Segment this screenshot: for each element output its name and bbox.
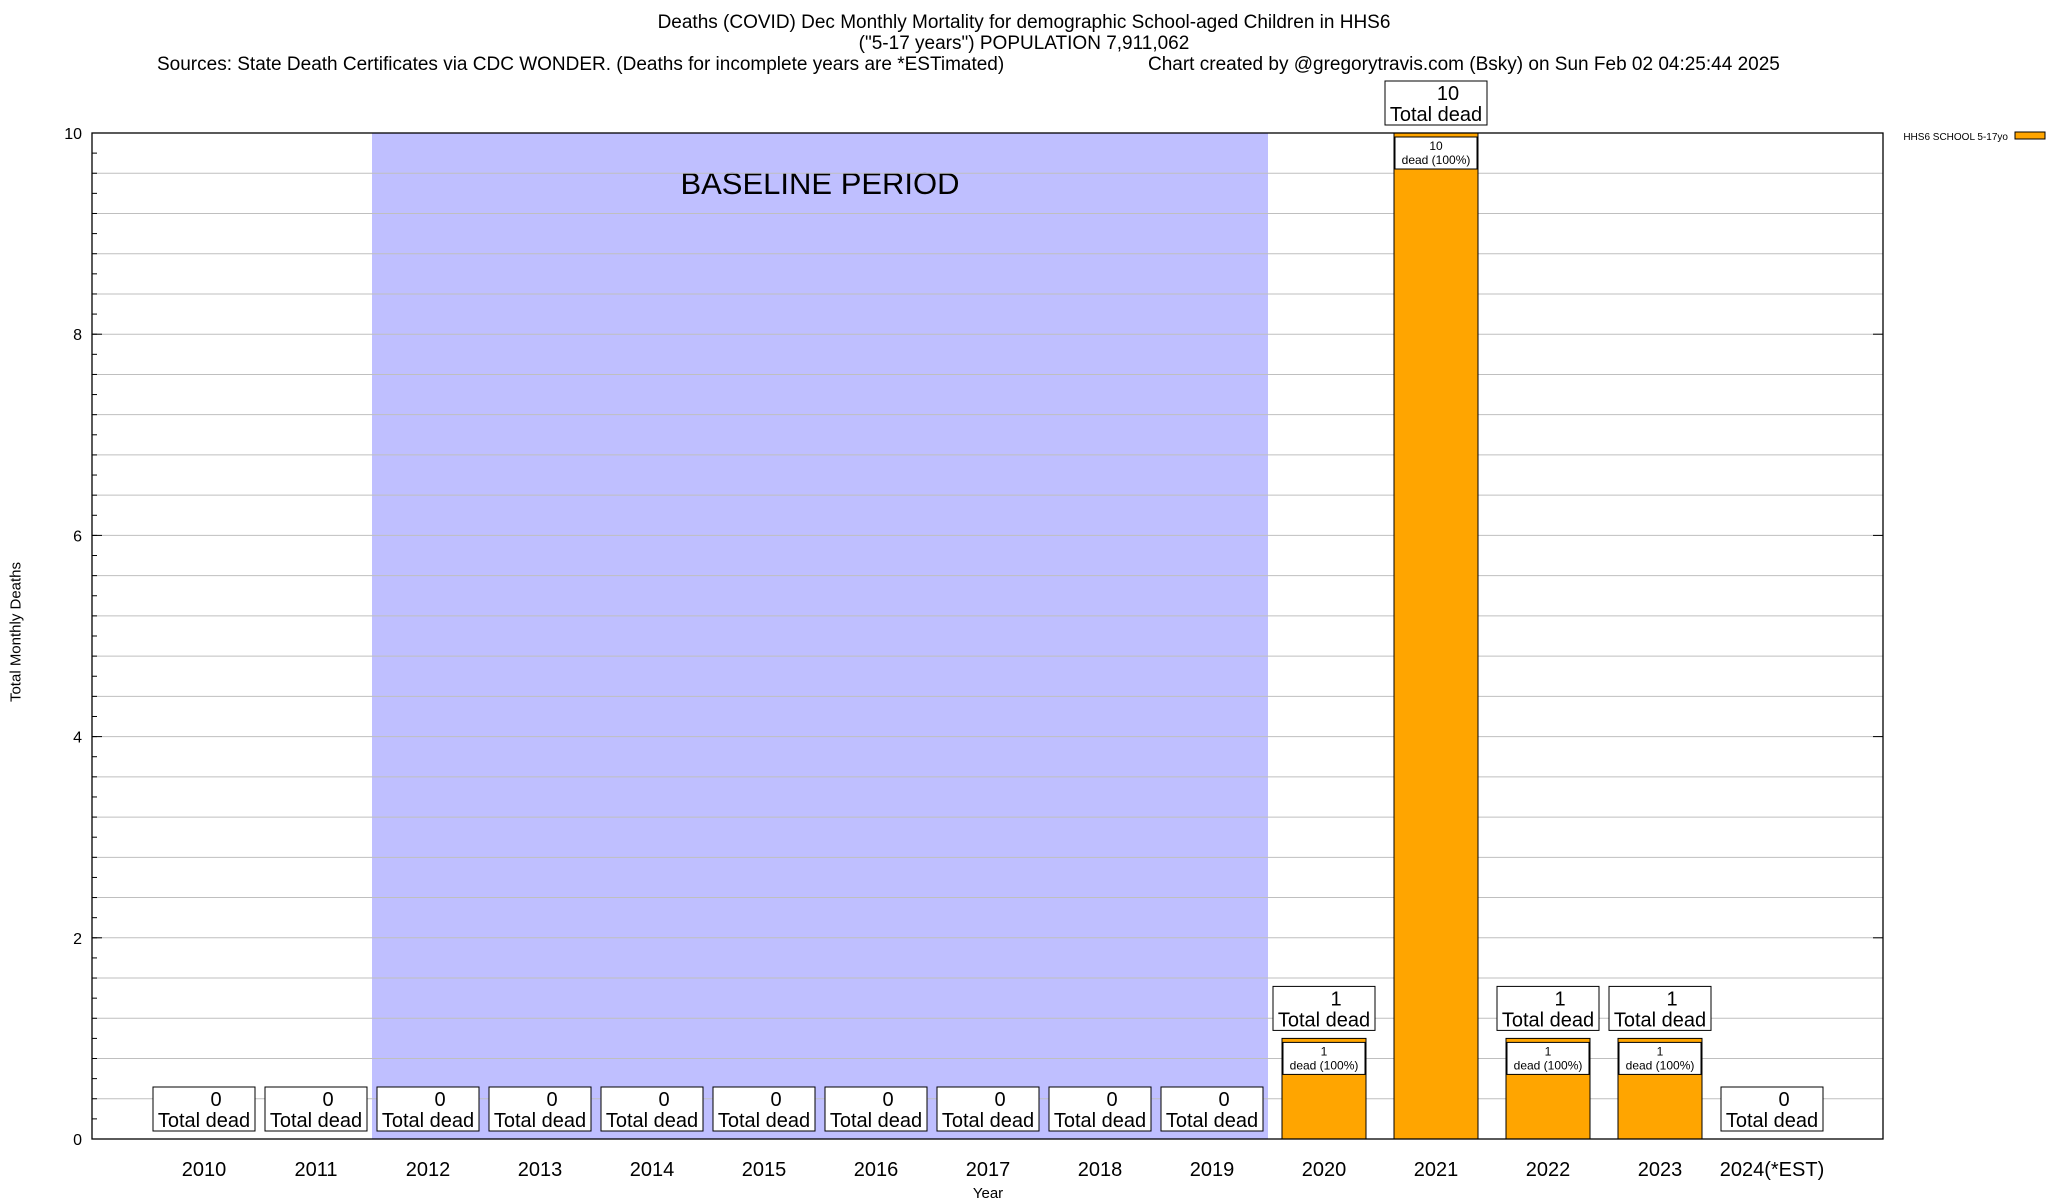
total-value: 0	[1218, 1089, 1229, 1111]
total-box	[824, 1086, 928, 1132]
bar-inner-label: dead (100%)	[1402, 153, 1471, 167]
bar-inner-label: dead (100%)	[1514, 1058, 1583, 1072]
total-text: Total dead	[830, 1110, 922, 1132]
y-tick-label: 8	[73, 327, 82, 344]
total-box	[712, 1086, 816, 1132]
baseline-label: BASELINE PERIOD	[680, 166, 959, 201]
total-text: Total dead	[718, 1110, 810, 1132]
total-value: 0	[434, 1089, 445, 1111]
total-text: Total dead	[158, 1110, 250, 1132]
total-text: Total dead	[1502, 1009, 1594, 1031]
x-tick-label: 2022	[1526, 1159, 1571, 1181]
x-tick-label: 2011	[294, 1159, 337, 1181]
x-tick-label: 2023	[1638, 1159, 1683, 1181]
total-text: Total dead	[494, 1110, 586, 1132]
legend-swatch	[2014, 131, 2046, 140]
y-tick-label: 2	[73, 931, 82, 948]
total-value: 0	[882, 1089, 893, 1111]
total-text: Total dead	[1054, 1110, 1146, 1132]
total-box	[488, 1086, 592, 1132]
total-value: 1	[1666, 988, 1677, 1010]
total-box	[376, 1086, 480, 1132]
x-tick-label: 2020	[1302, 1159, 1347, 1181]
chart-title-line2: ("5-17 years") POPULATION 7,911,062	[858, 33, 1190, 54]
total-box	[936, 1086, 1040, 1132]
total-value: 1	[1554, 988, 1565, 1010]
x-tick-label: 2014	[630, 1159, 675, 1181]
total-text: Total dead	[270, 1110, 362, 1132]
legend-label: HHS6 SCHOOL 5-17yo	[1903, 132, 2008, 143]
total-box	[1608, 985, 1712, 1031]
bar-inner-label: 1	[1545, 1044, 1552, 1058]
x-tick-label: 2018	[1078, 1159, 1123, 1181]
y-tick-label: 6	[73, 528, 82, 545]
x-tick-label: 2019	[1190, 1159, 1235, 1181]
x-tick-label: 2017	[966, 1159, 1011, 1181]
bar-inner-label-box	[1618, 1041, 1702, 1075]
x-tick-label: 2021	[1414, 1159, 1459, 1181]
bar-inner-label: 1	[1321, 1044, 1328, 1058]
total-box	[1048, 1086, 1152, 1132]
y-tick-label: 4	[73, 730, 82, 747]
total-text: Total dead	[942, 1110, 1034, 1132]
bar-2021	[1393, 132, 1479, 1140]
bar-inner-label: 10	[1429, 139, 1443, 153]
total-box	[1496, 985, 1600, 1031]
x-tick-label: 2013	[518, 1159, 563, 1181]
total-value: 0	[210, 1089, 221, 1111]
total-value: 10	[1437, 83, 1459, 105]
total-box	[1272, 985, 1376, 1031]
bar-inner-label-box	[1282, 1041, 1366, 1075]
baseline-band	[372, 133, 1268, 1139]
total-text: Total dead	[1390, 104, 1482, 126]
total-value: 0	[322, 1089, 333, 1111]
bar-inner-label: dead (100%)	[1626, 1058, 1695, 1072]
total-box	[264, 1086, 368, 1132]
x-tick-label: 2012	[406, 1159, 451, 1181]
total-value: 0	[658, 1089, 669, 1111]
x-tick-label: 2010	[182, 1159, 227, 1181]
bar-inner-label-box	[1394, 136, 1478, 170]
y-tick-label: 0	[73, 1132, 82, 1149]
total-value: 1	[1330, 988, 1341, 1010]
total-box	[1384, 80, 1488, 126]
bar-inner-label-box	[1506, 1041, 1590, 1075]
total-value: 0	[1778, 1089, 1789, 1111]
chart-credit: Chart created by @gregorytravis.com (Bsk…	[1148, 54, 1780, 75]
total-value: 0	[546, 1089, 557, 1111]
total-value: 0	[1106, 1089, 1117, 1111]
total-text: Total dead	[382, 1110, 474, 1132]
y-tick-label: 10	[64, 126, 82, 143]
total-text: Total dead	[606, 1110, 698, 1132]
total-box	[1160, 1086, 1264, 1132]
total-box	[152, 1086, 256, 1132]
total-box	[600, 1086, 704, 1132]
plot-border	[91, 132, 1884, 1140]
chart-sources: Sources: State Death Certificates via CD…	[157, 54, 1005, 75]
chart-title-line1: Deaths (COVID) Dec Monthly Mortality for…	[657, 12, 1391, 33]
x-tick-label: 2016	[854, 1159, 899, 1181]
x-tick-label: 2024(*EST)	[1720, 1159, 1825, 1181]
total-text: Total dead	[1278, 1009, 1370, 1031]
total-box	[1720, 1086, 1824, 1132]
x-tick-label: 2015	[742, 1159, 787, 1181]
bar-inner-label: 1	[1657, 1044, 1664, 1058]
total-text: Total dead	[1614, 1009, 1706, 1031]
total-value: 0	[994, 1089, 1005, 1111]
chart-title: Deaths (COVID) Dec Monthly Mortality for…	[0, 12, 2048, 54]
total-value: 0	[770, 1089, 781, 1111]
x-axis-label: Year	[972, 1185, 1004, 1202]
bar-inner-label: dead (100%)	[1290, 1058, 1359, 1072]
total-text: Total dead	[1166, 1110, 1258, 1132]
total-text: Total dead	[1726, 1110, 1818, 1132]
y-axis-label: Total Monthly Deaths	[7, 561, 25, 703]
